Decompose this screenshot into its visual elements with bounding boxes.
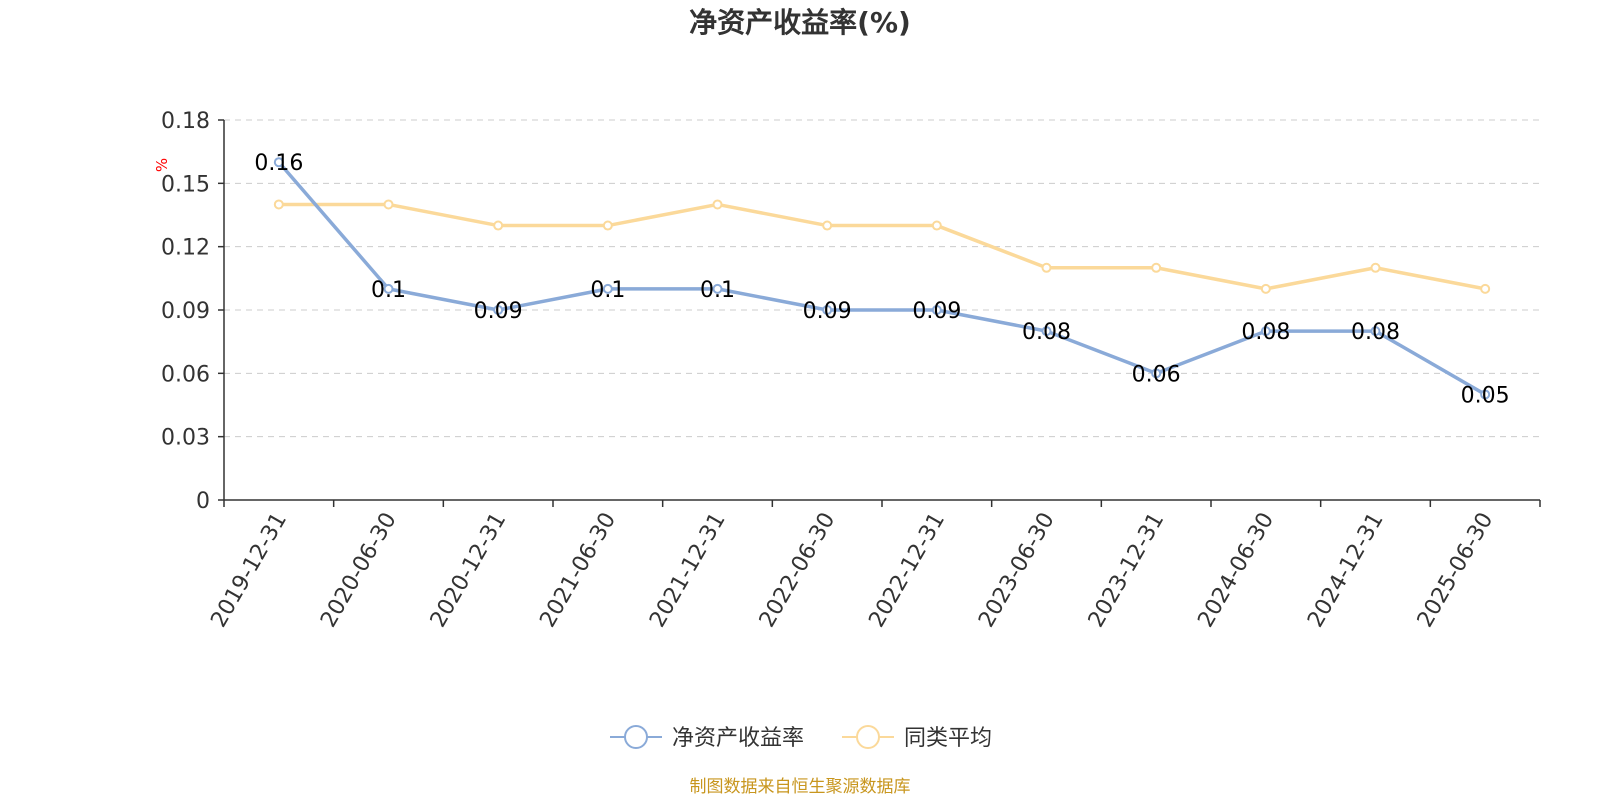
data-point [493, 305, 504, 315]
data-point [602, 283, 613, 294]
data-point [712, 199, 723, 210]
data-point [1480, 389, 1491, 400]
data-point [383, 199, 394, 210]
grid-lines [224, 119, 1540, 438]
data-point [822, 220, 833, 231]
data-point [493, 220, 504, 231]
x-tick-label: 2021-12-31 [645, 509, 731, 632]
x-tick-label: 2020-06-30 [316, 509, 402, 632]
data-point [931, 305, 942, 315]
x-tick-label: 2023-06-30 [974, 509, 1060, 632]
legend-label: 净资产收益率 [672, 726, 804, 751]
axes [218, 119, 1541, 507]
data-point [1370, 262, 1381, 273]
x-tick-label: 2022-12-31 [864, 509, 950, 632]
data-point [1041, 262, 1052, 273]
data-point [822, 305, 833, 315]
series-line [278, 202, 1486, 291]
data-label: 0.08 [1351, 320, 1400, 345]
y-tick-label: 0.15 [161, 172, 210, 197]
x-tick-label: 2024-12-31 [1303, 509, 1389, 632]
data-point [602, 220, 613, 231]
x-tick-label: 2022-06-30 [755, 509, 841, 632]
legend-label: 同类平均 [904, 726, 992, 751]
data-point [273, 199, 284, 210]
x-tick-label: 2021-06-30 [535, 509, 621, 632]
x-tick-label: 2025-06-30 [1413, 509, 1499, 632]
series-group [273, 157, 1491, 400]
x-tick-label: 2023-12-31 [1084, 509, 1170, 632]
y-tick-label: 0.03 [161, 426, 210, 451]
y-tick-label: 0.09 [161, 299, 210, 324]
data-point [1151, 262, 1162, 273]
legend-swatch-marker [856, 725, 880, 749]
data-label: 0.05 [1461, 383, 1510, 408]
data-point [1151, 368, 1162, 379]
data-point [1370, 326, 1381, 337]
data-point [1260, 283, 1271, 294]
legend[interactable]: 净资产收益率 同类平均 [610, 725, 992, 751]
legend-swatch-marker [624, 725, 648, 749]
y-tick-label: 0.06 [161, 362, 210, 387]
data-point [1260, 326, 1271, 337]
data-label: 0.06 [1132, 362, 1181, 387]
data-label: 0.09 [912, 299, 961, 324]
data-label: 0.1 [371, 278, 406, 303]
y-tick-label: 0 [196, 489, 210, 514]
x-tick-label: 2020-12-31 [426, 509, 512, 632]
data-label: 0.08 [1022, 320, 1071, 345]
data-label: 0.16 [254, 151, 303, 176]
x-tick-label: 2024-06-30 [1193, 509, 1279, 632]
data-labels: 0.16 0.1 0.09 0.1 0.1 0.09 0.09 0.08 0.06 0.08 0.0… [254, 151, 1509, 408]
chart-title: 净资产收益率(%) [689, 6, 911, 39]
y-tick-label: 0.18 [161, 109, 210, 134]
x-tick-labels: 2019-12-31 2020-06-30 2020-12-31 2021-06-30… [206, 509, 1498, 632]
source-note: 制图数据来自恒生聚源数据库 [690, 777, 911, 797]
y-tick-labels: 0 0.03 0.06 0.09 0.12 0.15 0.18 [161, 109, 210, 514]
data-point [712, 283, 723, 294]
data-point [1041, 326, 1052, 337]
data-label: 0.1 [700, 278, 735, 303]
data-point [1480, 283, 1491, 294]
data-label: 0.09 [474, 299, 523, 324]
data-point [273, 157, 284, 168]
y-tick-label: 0.12 [161, 236, 210, 261]
data-point [931, 220, 942, 231]
x-tick-label: 2019-12-31 [206, 509, 292, 632]
data-label: 0.1 [590, 278, 625, 303]
y-axis-unit: % [153, 158, 171, 172]
data-label: 0.09 [803, 299, 852, 324]
series-line [277, 161, 1487, 396]
data-point [383, 283, 394, 294]
data-label: 0.08 [1241, 320, 1290, 345]
